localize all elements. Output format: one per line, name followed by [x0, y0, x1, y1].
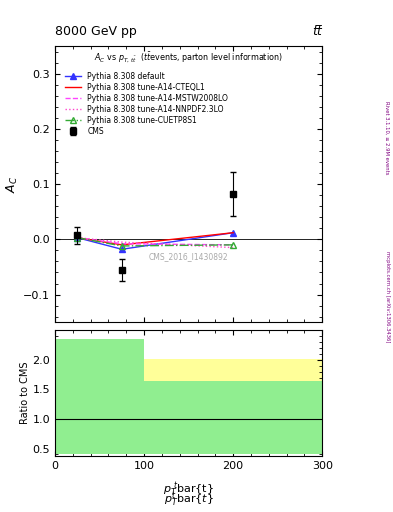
Pythia 8.308 default	[231, 230, 235, 236]
Pythia 8.308 tune-CUETP8S1	[119, 243, 124, 249]
Text: $p_T^t$bar{$t$}: $p_T^t$bar{$t$}	[164, 491, 213, 509]
Line: Pythia 8.308 tune-A14-MSTW2008LO: Pythia 8.308 tune-A14-MSTW2008LO	[77, 238, 233, 245]
Text: Rivet 3.1.10, ≥ 2.9M events: Rivet 3.1.10, ≥ 2.9M events	[385, 101, 389, 175]
Text: 8000 GeV pp: 8000 GeV pp	[55, 26, 137, 38]
Pythia 8.308 tune-A14-NNPDF2.3LO	[75, 234, 80, 241]
Text: $p_T^{\ t}$bar{t}: $p_T^{\ t}$bar{t}	[163, 481, 214, 499]
Pythia 8.308 tune-A14-MSTW2008LO	[75, 234, 80, 241]
Pythia 8.308 tune-CUETP8S1	[75, 234, 80, 241]
Pythia 8.308 tune-A14-CTEQL1	[231, 230, 235, 236]
Pythia 8.308 tune-A14-CTEQL1	[119, 242, 124, 248]
Pythia 8.308 tune-A14-NNPDF2.3LO	[119, 239, 124, 245]
Legend: Pythia 8.308 default, Pythia 8.308 tune-A14-CTEQL1, Pythia 8.308 tune-A14-MSTW20: Pythia 8.308 default, Pythia 8.308 tune-…	[62, 69, 231, 139]
Text: tt̅: tt̅	[312, 26, 322, 38]
Line: Pythia 8.308 tune-CUETP8S1: Pythia 8.308 tune-CUETP8S1	[75, 235, 236, 249]
Text: $A_C$ vs $p_{T,\,t\bar{t}}$  ($t\bar{t}$events, parton level information): $A_C$ vs $p_{T,\,t\bar{t}}$ ($t\bar{t}$e…	[94, 50, 283, 65]
Line: Pythia 8.308 tune-A14-NNPDF2.3LO: Pythia 8.308 tune-A14-NNPDF2.3LO	[77, 238, 233, 248]
Text: CMS_2016_I1430892: CMS_2016_I1430892	[149, 252, 228, 262]
Line: Pythia 8.308 tune-A14-CTEQL1: Pythia 8.308 tune-A14-CTEQL1	[77, 233, 233, 245]
Pythia 8.308 tune-A14-NNPDF2.3LO	[231, 245, 235, 251]
Pythia 8.308 default	[75, 234, 80, 241]
Pythia 8.308 default	[119, 246, 124, 252]
Line: Pythia 8.308 default: Pythia 8.308 default	[75, 230, 236, 252]
Pythia 8.308 tune-A14-MSTW2008LO	[231, 242, 235, 248]
Pythia 8.308 tune-A14-CTEQL1	[75, 234, 80, 241]
Y-axis label: Ratio to CMS: Ratio to CMS	[20, 361, 29, 424]
Y-axis label: $A_C$: $A_C$	[5, 176, 20, 193]
Pythia 8.308 tune-A14-MSTW2008LO	[119, 241, 124, 247]
Pythia 8.308 tune-CUETP8S1	[231, 242, 235, 248]
Text: mcplots.cern.ch [arXiv:1306.3436]: mcplots.cern.ch [arXiv:1306.3436]	[385, 251, 389, 343]
